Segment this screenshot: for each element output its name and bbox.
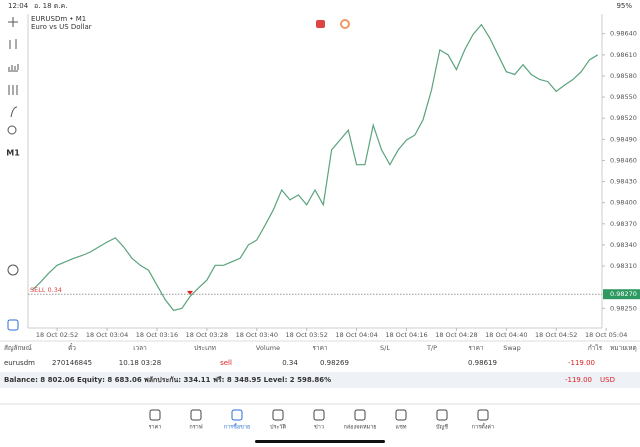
cell-time: 10.18 03:28 xyxy=(119,359,161,367)
buy-button[interactable] xyxy=(340,19,350,29)
x-tick-label: 18 Oct 04:16 xyxy=(385,331,427,339)
nav-label[interactable]: การตั้งค่า xyxy=(472,423,494,431)
column-header: ราคา xyxy=(312,344,327,352)
cell-volume: 0.34 xyxy=(282,359,298,367)
nav-icon[interactable] xyxy=(313,409,325,421)
column-header: S/L xyxy=(380,344,390,352)
sell-label: SELL 0.34 xyxy=(30,286,62,294)
chart-title: EURUSDm • M1 xyxy=(31,15,86,23)
x-tick-label: 18 Oct 03:04 xyxy=(86,331,128,339)
nav-icon[interactable] xyxy=(272,409,284,421)
y-tick-label: 0.98640 xyxy=(610,30,637,38)
candles-icon[interactable] xyxy=(9,39,17,49)
indicators-icon[interactable] xyxy=(8,64,19,72)
x-tick-label: 18 Oct 04:04 xyxy=(335,331,377,339)
x-tick-label: 18 Oct 05:04 xyxy=(585,331,627,339)
date: อ. 18 ต.ค. xyxy=(34,2,67,10)
nav-icon[interactable] xyxy=(149,409,161,421)
y-tick-label: 0.98550 xyxy=(610,93,637,101)
y-tick-label: 0.98250 xyxy=(610,304,637,312)
chart-subtitle: Euro vs US Dollar xyxy=(31,23,92,31)
x-tick-label: 18 Oct 04:28 xyxy=(435,331,477,339)
objects-icon[interactable] xyxy=(10,106,18,118)
x-tick-label: 18 Oct 02:52 xyxy=(36,331,78,339)
y-tick-label: 0.98580 xyxy=(610,72,637,80)
y-tick-label: 0.98370 xyxy=(610,220,637,228)
clock: 12:04 xyxy=(8,2,29,10)
nav-icon[interactable] xyxy=(395,409,407,421)
x-tick-label: 18 Oct 04:40 xyxy=(485,331,527,339)
nav-label[interactable]: แชท xyxy=(396,424,407,431)
column-header: Volume xyxy=(256,344,280,352)
entry-marker xyxy=(187,290,193,295)
toolbar[interactable] xyxy=(7,17,19,331)
nav-label[interactable]: ประวัติ xyxy=(270,424,286,431)
oneclick-icon[interactable] xyxy=(7,319,19,331)
cell-price: 0.98269 xyxy=(320,359,349,367)
nav-icon[interactable] xyxy=(477,409,489,421)
column-header: เวลา xyxy=(133,344,147,352)
nav-label[interactable]: กราฟ xyxy=(189,424,202,431)
cell-symbol: eurusdm xyxy=(4,359,35,367)
y-tick-label: 0.98400 xyxy=(610,199,637,207)
x-tick-label: 18 Oct 03:52 xyxy=(285,331,327,339)
nav-label[interactable]: บัญชี xyxy=(436,424,448,431)
nav-icon[interactable] xyxy=(354,409,366,421)
column-header: กำไร xyxy=(588,344,603,352)
nav-icon[interactable] xyxy=(436,409,448,421)
column-header: ราคา xyxy=(468,344,483,352)
balance: Balance: 8 802.06 Equity: 8 683.06 พลักป… xyxy=(4,376,331,384)
home-indicator xyxy=(255,440,385,443)
x-tick-label: 18 Oct 04:52 xyxy=(535,331,577,339)
nav-icon[interactable] xyxy=(231,409,243,421)
balance-bar xyxy=(0,372,640,388)
nav-label[interactable]: ราคา xyxy=(149,425,162,431)
x-tick-label: 18 Oct 03:28 xyxy=(186,331,228,339)
nav-label[interactable]: ข่าว xyxy=(314,425,324,431)
cell-profit: -119.00 xyxy=(568,359,595,367)
nav-label[interactable]: กล่องจดหมาย xyxy=(343,425,376,431)
settings-icon[interactable] xyxy=(8,85,18,95)
x-tick-label: 18 Oct 03:16 xyxy=(136,331,178,339)
total-profit: -119.00 xyxy=(565,376,592,384)
nav-icon[interactable] xyxy=(190,409,202,421)
trade-icon[interactable] xyxy=(7,264,19,276)
price-box-label: 0.98270 xyxy=(610,290,637,298)
crosshair-icon[interactable] xyxy=(8,17,18,27)
y-tick-label: 0.98610 xyxy=(610,51,637,59)
column-header: ประเภท xyxy=(194,344,216,352)
search-icon[interactable] xyxy=(7,125,17,135)
column-header: สัญลักษณ์ xyxy=(4,344,32,352)
y-tick-label: 0.98490 xyxy=(610,135,637,143)
column-header: T/P xyxy=(426,344,437,352)
cell-type: sell xyxy=(220,359,232,367)
y-tick-label: 0.98340 xyxy=(610,241,637,249)
cell-ticket: 270146845 xyxy=(52,359,92,367)
sell-button[interactable] xyxy=(316,20,325,28)
currency: USD xyxy=(600,376,615,384)
column-header: Swap xyxy=(503,344,521,352)
y-tick-label: 0.98430 xyxy=(610,178,637,186)
nav-label[interactable]: การซื้อขาย xyxy=(224,423,250,431)
timeframe[interactable]: M1 xyxy=(6,149,20,158)
column-header: ตั๋ว xyxy=(68,343,76,352)
price-line xyxy=(31,23,599,312)
cell-current-price: 0.98619 xyxy=(468,359,497,367)
y-tick-label: 0.98520 xyxy=(610,114,637,122)
y-tick-label: 0.98310 xyxy=(610,262,637,270)
x-tick-label: 18 Oct 03:40 xyxy=(236,331,278,339)
battery: 95% xyxy=(616,2,632,10)
column-header: หมายเหตุ xyxy=(610,344,637,352)
price-box xyxy=(603,289,640,300)
y-tick-label: 0.98460 xyxy=(610,156,637,164)
